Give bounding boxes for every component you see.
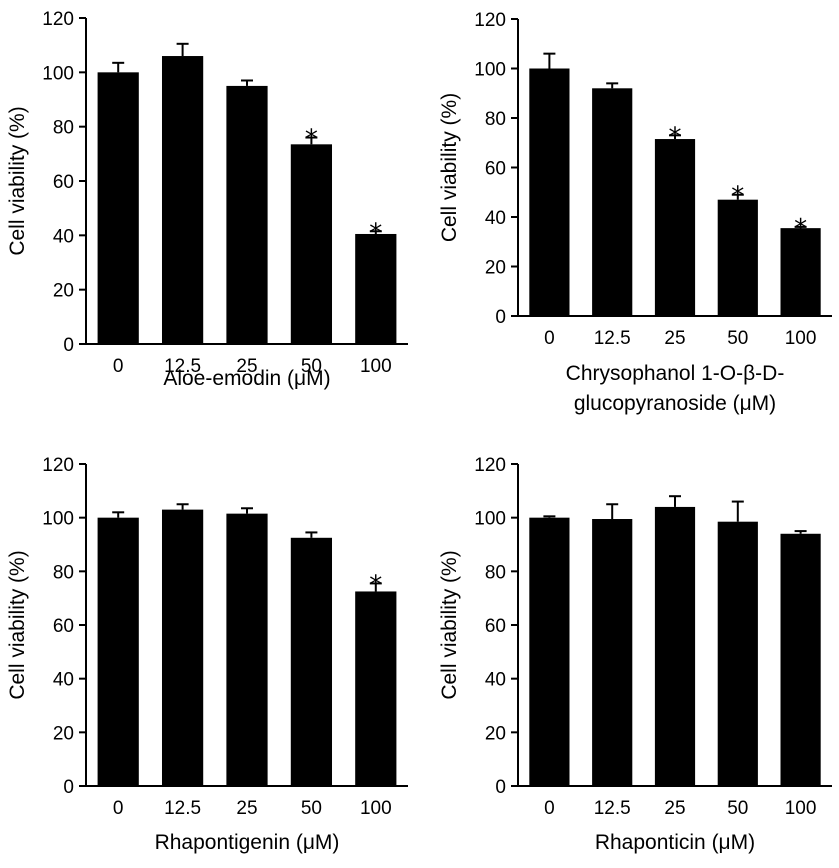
bar [161, 56, 204, 345]
significance-marker: * [794, 214, 807, 244]
x-axis-title: Aloe-emodin (μM) [163, 367, 330, 390]
bar [226, 513, 268, 786]
y-tick-label: 60 [53, 172, 74, 193]
y-tick-label: 100 [42, 509, 74, 530]
x-tick-label: 12.5 [594, 328, 631, 349]
significance-marker: * [305, 125, 318, 155]
bar [290, 537, 333, 786]
x-tick-label: 0 [113, 356, 124, 377]
y-tick-label: 20 [485, 723, 506, 744]
x-tick-label: 100 [360, 356, 392, 377]
bar [780, 228, 821, 316]
y-tick-label: 120 [474, 455, 506, 476]
y-tick-label: 20 [53, 281, 74, 302]
bar [97, 517, 139, 786]
y-axis-title: Cell viability (%) [438, 550, 461, 699]
chart-rhapontigenin: 0 20 40 60 80 100 120 Cell viability (%) 0 12.5 25… [6, 455, 408, 854]
chart-rhaponticin: 0 20 40 60 80 100 120 Cell viability (%) 0 12.5 25… [438, 455, 832, 854]
bar [654, 139, 696, 316]
y-tick-label: 0 [495, 777, 506, 798]
y-tick-label: 20 [485, 258, 506, 279]
significance-marker: * [731, 182, 744, 212]
x-tick-label: 12.5 [594, 798, 631, 819]
x-tick-label: 100 [785, 798, 817, 819]
bar [355, 233, 397, 344]
x-tick-label: 50 [727, 798, 748, 819]
y-tick-label: 40 [53, 670, 74, 691]
y-axis-title: Cell viability (%) [6, 106, 29, 255]
y-tick-label: 60 [485, 159, 506, 180]
bar [290, 144, 333, 344]
x-tick-label: 0 [544, 328, 555, 349]
x-tick-label: 25 [236, 798, 257, 819]
x-axis-title: glucopyranoside (μM) [574, 392, 776, 415]
y-tick-label: 100 [42, 63, 74, 84]
y-tick-label: 120 [42, 455, 74, 476]
bar [592, 88, 633, 316]
significance-marker: * [669, 122, 682, 152]
x-tick-label: 50 [727, 328, 748, 349]
y-tick-label: 100 [474, 509, 506, 530]
y-tick-label: 120 [42, 9, 74, 30]
y-tick-label: 0 [63, 777, 74, 798]
bar [226, 85, 268, 345]
x-tick-label: 50 [301, 356, 322, 377]
x-tick-label: 0 [544, 798, 555, 819]
bar [780, 533, 821, 786]
bar [592, 519, 633, 786]
y-tick-label: 80 [485, 109, 506, 130]
x-tick-label: 100 [360, 798, 392, 819]
x-axis-title: Rhapontigenin (μM) [155, 831, 340, 854]
chart-aloe-emodin: 0 20 40 60 80 100 120 Cell viability (%) 0 12.5 25… [6, 9, 408, 390]
significance-marker: * [369, 218, 382, 248]
y-axis-title: Cell viability (%) [438, 93, 461, 242]
y-tick-label: 0 [63, 335, 74, 356]
y-tick-label: 60 [485, 616, 506, 637]
x-axis-title: Chrysophanol 1-O-β-D- [566, 362, 785, 385]
bar [717, 199, 758, 316]
y-tick-label: 80 [53, 562, 74, 583]
x-tick-label: 50 [301, 798, 322, 819]
bar [161, 509, 204, 786]
bar [355, 591, 397, 786]
chart-chrysophanol: 0 20 40 60 80 100 120 Cell viability (%) 0 12.5 * 2… [438, 10, 832, 415]
y-tick-label: 20 [53, 723, 74, 744]
x-tick-label: 25 [664, 328, 685, 349]
y-tick-label: 100 [474, 60, 506, 81]
bar [717, 521, 758, 786]
y-tick-label: 40 [485, 670, 506, 691]
x-tick-label: 25 [664, 798, 685, 819]
bar [529, 517, 570, 786]
y-tick-label: 80 [53, 118, 74, 139]
x-tick-label: 12.5 [164, 798, 201, 819]
x-tick-label: 25 [236, 356, 257, 377]
y-tick-label: 80 [485, 562, 506, 583]
significance-marker: * [369, 570, 382, 600]
x-tick-label: 0 [113, 798, 124, 819]
bar [97, 72, 139, 344]
y-tick-label: 0 [495, 307, 506, 328]
y-tick-label: 40 [53, 226, 74, 247]
bar [529, 68, 570, 316]
bar [654, 506, 696, 786]
y-tick-label: 120 [474, 10, 506, 31]
x-axis-title: Rhaponticin (μM) [595, 831, 755, 854]
x-tick-label: 12.5 [164, 356, 201, 377]
x-tick-label: 100 [785, 328, 817, 349]
y-axis-title: Cell viability (%) [6, 550, 29, 699]
y-tick-label: 40 [485, 208, 506, 229]
y-tick-label: 60 [53, 616, 74, 637]
